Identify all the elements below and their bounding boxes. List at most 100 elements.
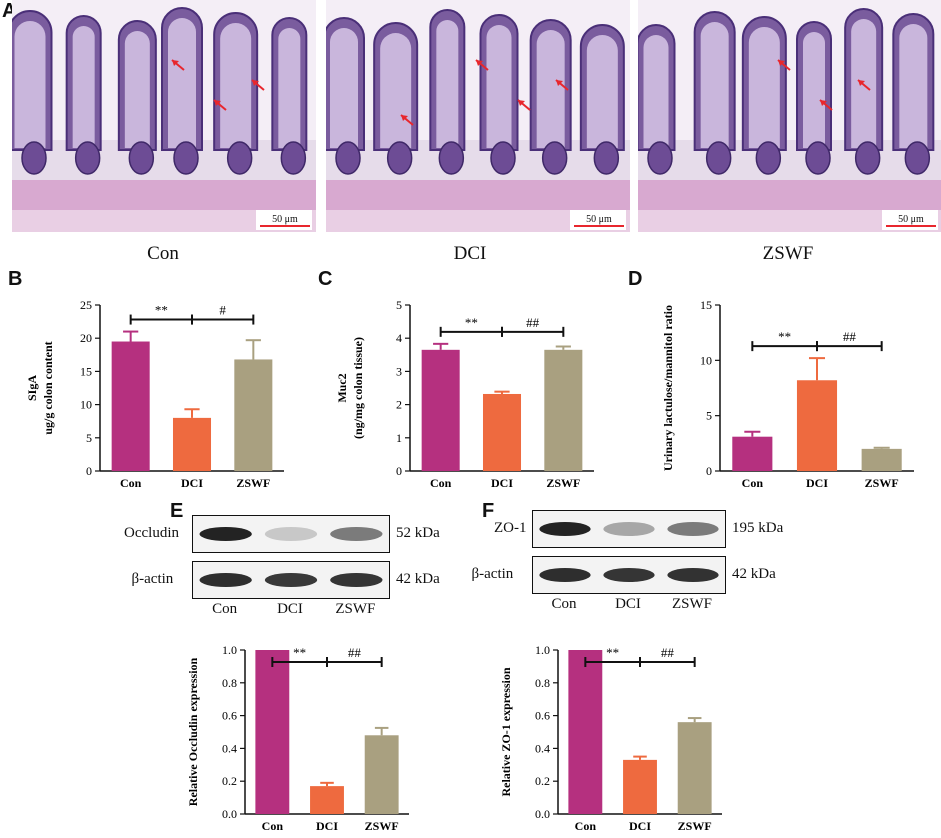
protein-band <box>603 568 655 582</box>
villus-core <box>278 28 301 149</box>
red-arrow-head <box>252 80 259 86</box>
blot-lane-label: DCI <box>615 596 641 612</box>
y-tick-label: 1.0 <box>535 643 550 657</box>
red-arrow-head <box>172 60 179 66</box>
y-tick-label: 15 <box>80 364 92 378</box>
blot-strip <box>192 561 390 599</box>
protein-band <box>667 568 719 582</box>
histology-caption-con: Con <box>147 243 179 264</box>
scale-bar-label: 50 μm <box>586 214 612 225</box>
y-tick-label: 4 <box>396 331 402 345</box>
bar-dci <box>310 786 344 814</box>
significance-label: # <box>219 303 226 318</box>
y-tick-label: 1 <box>396 431 402 445</box>
x-tick-label: Con <box>120 476 142 490</box>
blot-lane-label: ZSWF <box>335 601 376 617</box>
bar-zswf <box>234 359 273 471</box>
villus-core <box>14 21 46 149</box>
y-tick-label: 5 <box>86 431 92 445</box>
villus-core <box>643 35 669 148</box>
y-tick-label: 25 <box>80 298 92 312</box>
bar-con <box>421 349 460 471</box>
y-tick-label: 0 <box>396 464 402 478</box>
crypt <box>173 141 199 175</box>
red-arrow-head <box>518 100 525 106</box>
chart-c-muc2: Muc2 (ng/mg colon tissue) 0 1 2 3 4 5 Con DCI ZSWF… <box>330 295 610 495</box>
x-tick-label: DCI <box>629 819 651 833</box>
blot-kda-label: 42 kDa <box>732 566 776 582</box>
blot-lane-label: Con <box>212 601 238 617</box>
crypt <box>490 141 516 175</box>
protein-band <box>330 573 383 587</box>
crypt <box>386 141 413 175</box>
bar-zswf <box>364 735 399 814</box>
villus-core <box>72 26 95 148</box>
y-tick-label: 0.8 <box>535 676 550 690</box>
blot-strip <box>532 556 726 594</box>
blot-lane-label: Con <box>551 596 577 612</box>
significance-label: ** <box>606 645 619 660</box>
significance-label: ## <box>843 329 857 344</box>
crypt <box>226 141 253 175</box>
bar-con <box>111 341 150 471</box>
bar-zswf <box>861 448 902 471</box>
blot-strip <box>532 510 726 548</box>
y-tick-label: 15 <box>700 298 712 312</box>
villus-core <box>168 18 196 148</box>
x-tick-label: ZSWF <box>865 476 899 490</box>
histology-image-con: 50 μm <box>12 0 316 232</box>
histology-caption-dci: DCI <box>453 243 487 264</box>
protein-band <box>199 527 252 541</box>
protein-band <box>264 527 318 541</box>
y-tick-label: 0.0 <box>535 807 550 821</box>
muscle-layer <box>638 180 941 210</box>
crypt <box>128 141 155 175</box>
significance-label: ** <box>465 315 478 330</box>
blot-kda-label: 195 kDa <box>732 520 784 536</box>
villus-core <box>380 33 412 149</box>
chart-b-siga: SIgA ug/g colon content 0 5 10 15 20 25 Con DCI ZS… <box>20 295 300 495</box>
y-axis-label: Urinary lactulose/mannitol ratio <box>661 305 675 471</box>
bar-con <box>732 436 773 471</box>
significance-label: ** <box>778 329 791 344</box>
western-blot-f: ZO-1 195 kDa β-actin 42 kDa Con DCI ZSWF <box>470 510 790 625</box>
western-blot-e: Occludin 52 kDa β-actin 42 kDa Con DCI ZSWF <box>120 515 440 625</box>
x-tick-label: Con <box>430 476 452 490</box>
crypt <box>74 141 101 175</box>
protein-band <box>539 522 591 536</box>
y-tick-label: 0.4 <box>222 741 237 755</box>
x-tick-label: ZSWF <box>546 476 580 490</box>
villus-core <box>486 25 512 148</box>
crypt <box>854 141 881 175</box>
blot-row-label: ZO-1 <box>494 520 527 536</box>
bar-dci <box>482 393 522 471</box>
bar-dci <box>623 759 657 814</box>
villus-core <box>586 35 618 148</box>
x-tick-label: DCI <box>491 476 513 490</box>
y-tick-label: 0.0 <box>222 807 237 821</box>
crypt <box>335 141 361 175</box>
villus-core <box>748 27 780 148</box>
x-tick-label: Con <box>742 476 764 490</box>
protein-band <box>264 573 318 587</box>
bar-con <box>568 650 603 814</box>
histology-svg: 50 μm <box>326 0 630 232</box>
bar-zswf <box>677 722 712 814</box>
crypt <box>904 141 931 175</box>
y-tick-label: 3 <box>396 364 402 378</box>
x-tick-label: ZSWF <box>365 819 399 833</box>
crypt <box>280 141 307 175</box>
crypt <box>755 141 782 175</box>
panel-letter-f: F <box>482 500 495 522</box>
villus-core <box>436 20 459 149</box>
crypt <box>541 141 568 175</box>
y-axis-label: SIgA <box>25 375 39 401</box>
panel-letter-d: D <box>628 268 643 290</box>
villus-core <box>803 32 825 148</box>
villus-core <box>330 28 358 148</box>
red-arrow-head <box>214 100 221 106</box>
muscle-layer <box>326 180 630 210</box>
red-arrow-head <box>778 60 785 66</box>
y-tick-label: 5 <box>706 409 712 423</box>
red-arrow-head <box>556 80 563 86</box>
